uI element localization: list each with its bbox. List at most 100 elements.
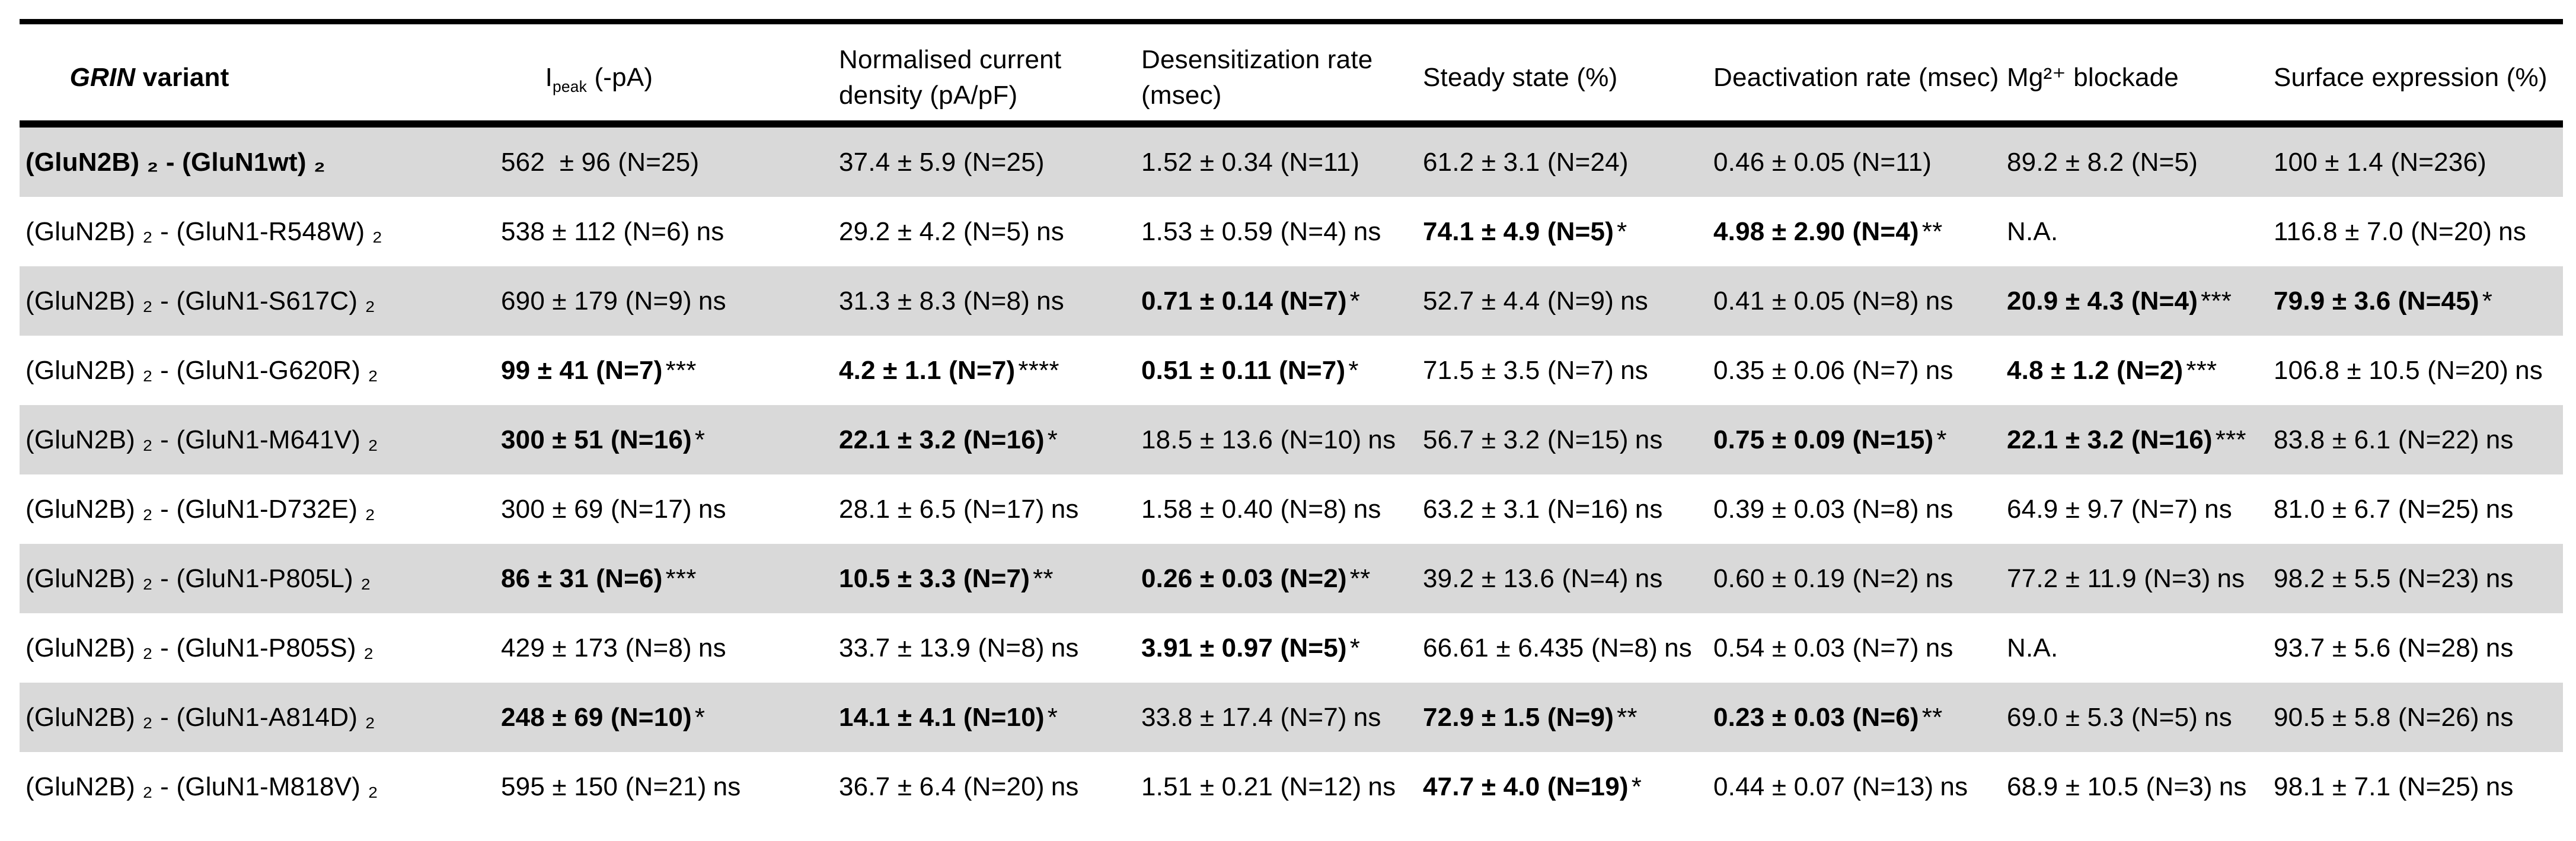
cell-variant: (GluN2B) ₂ - (GluN1-M641V) ₂ xyxy=(25,425,378,454)
cell-value: 0.71 ± 0.14 (N=7) xyxy=(1141,286,1347,316)
table-row: (GluN2B) ₂ - (GluN1wt) ₂ 562 ± 96 (N=25) 3… xyxy=(20,128,2563,197)
cell-mg_blockade: N.A. xyxy=(2007,633,2274,663)
significance-marker: ** xyxy=(1617,702,1637,732)
cell-ipeak: 300 ± 51 (N=16) * xyxy=(501,425,839,455)
cell-steady_state: 56.7 ± 3.2 (N=15) ns xyxy=(1423,425,1713,455)
cell-value: 1.58 ± 0.40 (N=8) xyxy=(1141,494,1347,524)
table-body: (GluN2B) ₂ - (GluN1wt) ₂ 562 ± 96 (N=25) 3… xyxy=(20,128,2563,821)
cell-normalised_current_density: 10.5 ± 3.3 (N=7) ** xyxy=(839,564,1141,594)
cell-value: 0.60 ± 0.19 (N=2) xyxy=(1713,563,1919,593)
significance-marker: ** xyxy=(1921,702,1943,732)
cell-value: 1.51 ± 0.21 (N=12) xyxy=(1141,772,1362,801)
table-row: (GluN2B) ₂ - (GluN1-S617C) ₂ 690 ± 179 (N… xyxy=(20,266,2563,336)
cell-value: 300 ± 69 (N=17) xyxy=(501,494,692,524)
not-significant-marker: ns xyxy=(698,633,726,662)
not-significant-marker: ns xyxy=(1620,355,1648,385)
cell-variant: (GluN2B) ₂ - (GluN1-D732E) ₂ xyxy=(25,494,375,524)
cell-value: 81.0 ± 6.7 (N=25) xyxy=(2274,494,2479,524)
not-significant-marker: ns xyxy=(698,494,726,524)
cell-value: 4.2 ± 1.1 (N=7) xyxy=(839,355,1016,385)
cell-value: 86 ± 31 (N=6) xyxy=(501,563,663,593)
cell-mg_blockade: 69.0 ± 5.3 (N=5) ns xyxy=(2007,703,2274,732)
cell-steady_state: 72.9 ± 1.5 (N=9) ** xyxy=(1423,703,1713,732)
ipeak-symbol: I xyxy=(545,63,553,92)
cell-ipeak: 595 ± 150 (N=21) ns xyxy=(501,772,839,802)
cell-value: 4.8 ± 1.2 (N=2) xyxy=(2007,355,2184,385)
cell-value: 22.1 ± 3.2 (N=16) xyxy=(2007,425,2213,454)
cell-value: 10.5 ± 3.3 (N=7) xyxy=(839,563,1030,593)
cell-value: 116.8 ± 7.0 (N=20) xyxy=(2274,216,2492,246)
column-header-surface-expression: Surface expression (%) xyxy=(2274,63,2548,92)
not-significant-marker: ns xyxy=(1036,286,1064,316)
cell-desensitization_rate: 1.58 ± 0.40 (N=8) ns xyxy=(1141,495,1423,524)
not-significant-marker: ns xyxy=(1051,772,1079,801)
cell-value: 0.35 ± 0.06 (N=7) xyxy=(1713,355,1919,385)
table-row: (GluN2B) ₂ - (GluN1-D732E) ₂ 300 ± 69 (N=… xyxy=(20,474,2563,544)
column-header-mg-blockade: Mg²⁺ blockade xyxy=(2007,63,2179,92)
significance-marker: ** xyxy=(1349,563,1371,593)
cell-deactivation_rate: 0.46 ± 0.05 (N=11) xyxy=(1713,148,2007,177)
significance-marker: * xyxy=(1936,425,1947,454)
cell-desensitization_rate: 1.53 ± 0.59 (N=4) ns xyxy=(1141,217,1423,247)
column-header-variant: GRIN variant xyxy=(20,24,501,131)
cell-mg_blockade: 4.8 ± 1.2 (N=2) *** xyxy=(2007,356,2274,386)
column-header-desensitization-rate: Desensitization rate (msec) xyxy=(1141,45,1373,110)
cell-normalised_current_density: 29.2 ± 4.2 (N=5) ns xyxy=(839,217,1141,247)
not-significant-marker: ns xyxy=(1368,772,1396,801)
cell-desensitization_rate: 0.51 ± 0.11 (N=7) * xyxy=(1141,356,1423,386)
cell-variant: (GluN2B) ₂ - (GluN1-R548W) ₂ xyxy=(25,216,383,246)
cell-steady_state: 71.5 ± 3.5 (N=7) ns xyxy=(1423,356,1713,386)
cell-variant: (GluN2B) ₂ - (GluN1-G620R) ₂ xyxy=(25,355,378,385)
cell-steady_state: 74.1 ± 4.9 (N=5) * xyxy=(1423,217,1713,247)
significance-marker: *** xyxy=(2186,355,2217,385)
cell-value: 106.8 ± 10.5 (N=20) xyxy=(2274,355,2509,385)
not-significant-marker: ns xyxy=(696,216,724,246)
significance-marker: ** xyxy=(1033,563,1054,593)
cell-normalised_current_density: 28.1 ± 6.5 (N=17) ns xyxy=(839,495,1141,524)
cell-desensitization_rate: 18.5 ± 13.6 (N=10) ns xyxy=(1141,425,1423,455)
cell-value: 690 ± 179 (N=9) xyxy=(501,286,692,316)
column-header-normalised-current-density: Normalised current density (pA/pF) xyxy=(839,45,1062,110)
cell-desensitization_rate: 3.91 ± 0.97 (N=5) * xyxy=(1141,633,1423,663)
cell-ipeak: 538 ± 112 (N=6) ns xyxy=(501,217,839,247)
column-header-steady-state: Steady state (%) xyxy=(1423,63,1618,92)
cell-surface_expression: 83.8 ± 6.1 (N=22) ns xyxy=(2274,425,2563,455)
cell-value: 98.1 ± 7.1 (N=25) xyxy=(2274,772,2479,801)
cell-value: 248 ± 69 (N=10) xyxy=(501,702,692,732)
cell-deactivation_rate: 0.44 ± 0.07 (N=13) ns xyxy=(1713,772,2007,802)
cell-value: 99 ± 41 (N=7) xyxy=(501,355,663,385)
table-row: (GluN2B) ₂ - (GluN1-G620R) ₂ 99 ± 41 (N=7… xyxy=(20,336,2563,405)
not-significant-marker: ns xyxy=(1051,633,1079,662)
not-significant-marker: ns xyxy=(1925,563,1953,593)
cell-deactivation_rate: 0.23 ± 0.03 (N=6) ** xyxy=(1713,703,2007,732)
not-significant-marker: ns xyxy=(2204,494,2232,524)
cell-variant: (GluN2B) ₂ - (GluN1-S617C) ₂ xyxy=(25,286,375,316)
cell-steady_state: 63.2 ± 3.1 (N=16) ns xyxy=(1423,495,1713,524)
cell-value: 18.5 ± 13.6 (N=10) xyxy=(1141,425,1362,454)
cell-ipeak: 300 ± 69 (N=17) ns xyxy=(501,495,839,524)
cell-surface_expression: 116.8 ± 7.0 (N=20) ns xyxy=(2274,217,2563,247)
cell-steady_state: 39.2 ± 13.6 (N=4) ns xyxy=(1423,564,1713,594)
cell-deactivation_rate: 0.75 ± 0.09 (N=15) * xyxy=(1713,425,2007,455)
not-significant-marker: ns xyxy=(1925,494,1953,524)
cell-value: 0.75 ± 0.09 (N=15) xyxy=(1713,425,1934,454)
significance-marker: *** xyxy=(665,355,697,385)
cell-surface_expression: 98.1 ± 7.1 (N=25) ns xyxy=(2274,772,2563,802)
cell-value: 89.2 ± 8.2 (N=5) xyxy=(2007,147,2198,177)
cell-normalised_current_density: 33.7 ± 13.9 (N=8) ns xyxy=(839,633,1141,663)
cell-value: 61.2 ± 3.1 (N=24) xyxy=(1423,147,1629,177)
data-table: GRIN variant Ipeak (-pA) Normalised curr… xyxy=(20,19,2563,821)
cell-value: 3.91 ± 0.97 (N=5) xyxy=(1141,633,1347,662)
cell-surface_expression: 98.2 ± 5.5 (N=23) ns xyxy=(2274,564,2563,594)
cell-value: 47.7 ± 4.0 (N=19) xyxy=(1423,772,1629,801)
cell-surface_expression: 79.9 ± 3.6 (N=45) * xyxy=(2274,286,2563,316)
significance-marker: * xyxy=(1617,216,1627,246)
ipeak-unit: (-pA) xyxy=(587,63,653,92)
table-row: (GluN2B) ₂ - (GluN1-M818V) ₂ 595 ± 150 (N… xyxy=(20,752,2563,821)
not-significant-marker: ns xyxy=(2485,702,2514,732)
not-significant-marker: ns xyxy=(2219,772,2247,801)
not-significant-marker: ns xyxy=(2515,355,2543,385)
not-significant-marker: ns xyxy=(1940,772,1968,801)
cell-steady_state: 47.7 ± 4.0 (N=19) * xyxy=(1423,772,1713,802)
not-significant-marker: ns xyxy=(1925,633,1953,662)
